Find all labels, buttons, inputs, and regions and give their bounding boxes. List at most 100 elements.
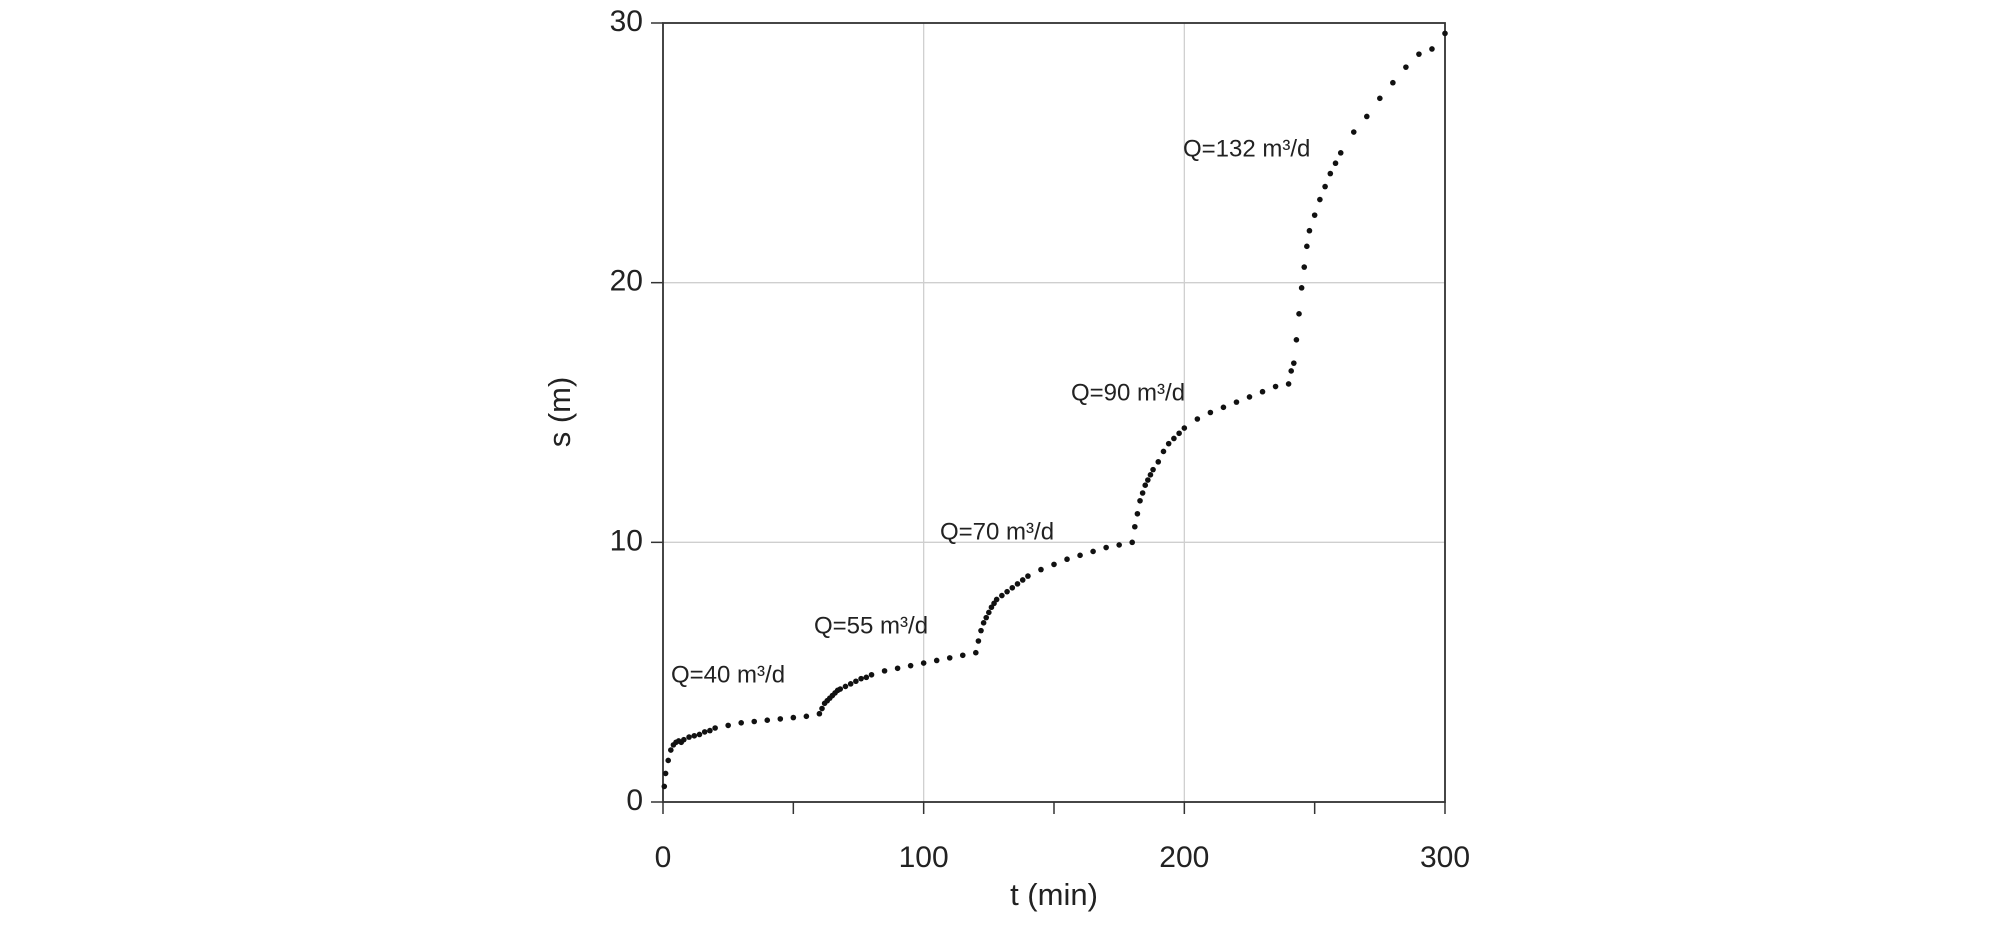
- data-point: [1137, 497, 1143, 504]
- x-tick-label: 100: [899, 841, 949, 874]
- data-point: [933, 657, 940, 664]
- data-point: [1390, 79, 1396, 86]
- y-tick-label: 10: [610, 524, 643, 557]
- data-point: [1025, 573, 1031, 579]
- data-point: [907, 662, 914, 669]
- annotation: Q=55 m³/d: [814, 612, 928, 639]
- data-point: [819, 705, 825, 712]
- data-point: [1233, 399, 1240, 405]
- data-point: [696, 731, 703, 738]
- annotation: Q=70 m³/d: [940, 518, 1054, 545]
- data-point: [983, 614, 990, 621]
- y-tick-label: 30: [610, 5, 643, 38]
- data-point: [1019, 577, 1026, 583]
- data-point: [1442, 30, 1448, 37]
- data-point: [1332, 160, 1339, 167]
- data-point: [777, 716, 784, 722]
- data-point: [1311, 212, 1318, 218]
- data-point: [980, 620, 987, 626]
- data-point: [920, 660, 927, 666]
- x-axis-label: t (min): [1010, 877, 1098, 912]
- data-point: [1306, 227, 1313, 234]
- data-point: [1103, 544, 1109, 551]
- data-point: [803, 713, 810, 720]
- data-point: [1077, 552, 1083, 559]
- data-point: [1129, 539, 1135, 546]
- data-point: [1337, 150, 1344, 156]
- data-point: [1014, 581, 1021, 587]
- data-point: [1132, 523, 1138, 530]
- data-point: [1293, 336, 1300, 343]
- data-point: [973, 649, 979, 656]
- data-point: [1165, 440, 1172, 447]
- data-point: [837, 686, 844, 692]
- data-point: [1181, 425, 1188, 431]
- data-point: [1304, 243, 1310, 250]
- data-point: [999, 592, 1005, 599]
- x-tick-label: 300: [1420, 841, 1470, 874]
- annotation: Q=40 m³/d: [671, 661, 785, 688]
- data-point: [993, 596, 1000, 603]
- data-point: [1291, 360, 1297, 366]
- data-point: [1009, 584, 1016, 591]
- data-point: [1155, 459, 1162, 465]
- annotation: Q=132 m³/d: [1183, 135, 1310, 162]
- data-point: [858, 675, 864, 682]
- data-point: [668, 747, 674, 753]
- annotation: Q=90 m³/d: [1071, 379, 1185, 406]
- y-tick-label: 0: [626, 784, 643, 817]
- y-tick-label: 20: [610, 265, 643, 298]
- data-point: [863, 674, 870, 681]
- data-point: [881, 668, 888, 674]
- data-point: [986, 609, 992, 616]
- data-point: [1429, 46, 1435, 52]
- data-point: [1051, 561, 1057, 568]
- data-point: [1220, 404, 1227, 411]
- data-point: [1350, 129, 1357, 135]
- x-tick-label: 200: [1159, 841, 1209, 874]
- data-point: [1207, 409, 1214, 416]
- data-point: [894, 665, 901, 672]
- data-point: [1317, 196, 1323, 203]
- data-point: [1246, 394, 1253, 400]
- data-point: [1171, 435, 1177, 442]
- data-point: [1416, 51, 1422, 57]
- data-point: [1327, 170, 1334, 177]
- data-point: [1298, 285, 1305, 291]
- data-point: [712, 725, 718, 731]
- data-point: [1296, 311, 1302, 317]
- data-point: [691, 732, 698, 739]
- data-point: [1288, 368, 1295, 374]
- data-point: [1147, 472, 1154, 478]
- data-point: [842, 683, 849, 690]
- data-point: [1150, 466, 1156, 473]
- data-point: [1116, 542, 1122, 548]
- data-point: [1272, 383, 1279, 390]
- data-point: [847, 681, 854, 687]
- data-point: [959, 652, 966, 659]
- data-point: [701, 729, 708, 735]
- data-point: [1090, 548, 1096, 555]
- data-point: [1142, 482, 1149, 489]
- data-point: [661, 783, 668, 790]
- data-point: [1285, 381, 1292, 387]
- data-point: [868, 671, 875, 678]
- data-point: [738, 720, 744, 726]
- data-point: [1139, 490, 1146, 496]
- data-point: [1259, 388, 1266, 395]
- data-point: [707, 727, 713, 734]
- x-tick-label: 0: [655, 841, 672, 874]
- data-point: [790, 714, 797, 721]
- data-point: [1038, 566, 1044, 573]
- data-point: [686, 734, 692, 740]
- data-point: [764, 717, 771, 724]
- data-point: [1403, 64, 1409, 70]
- data-point: [681, 736, 687, 743]
- data-point: [725, 722, 731, 729]
- data-point: [853, 678, 859, 685]
- y-axis-label: s (m): [542, 377, 577, 448]
- data-point: [1004, 588, 1010, 595]
- plot-frame: [662, 22, 1446, 803]
